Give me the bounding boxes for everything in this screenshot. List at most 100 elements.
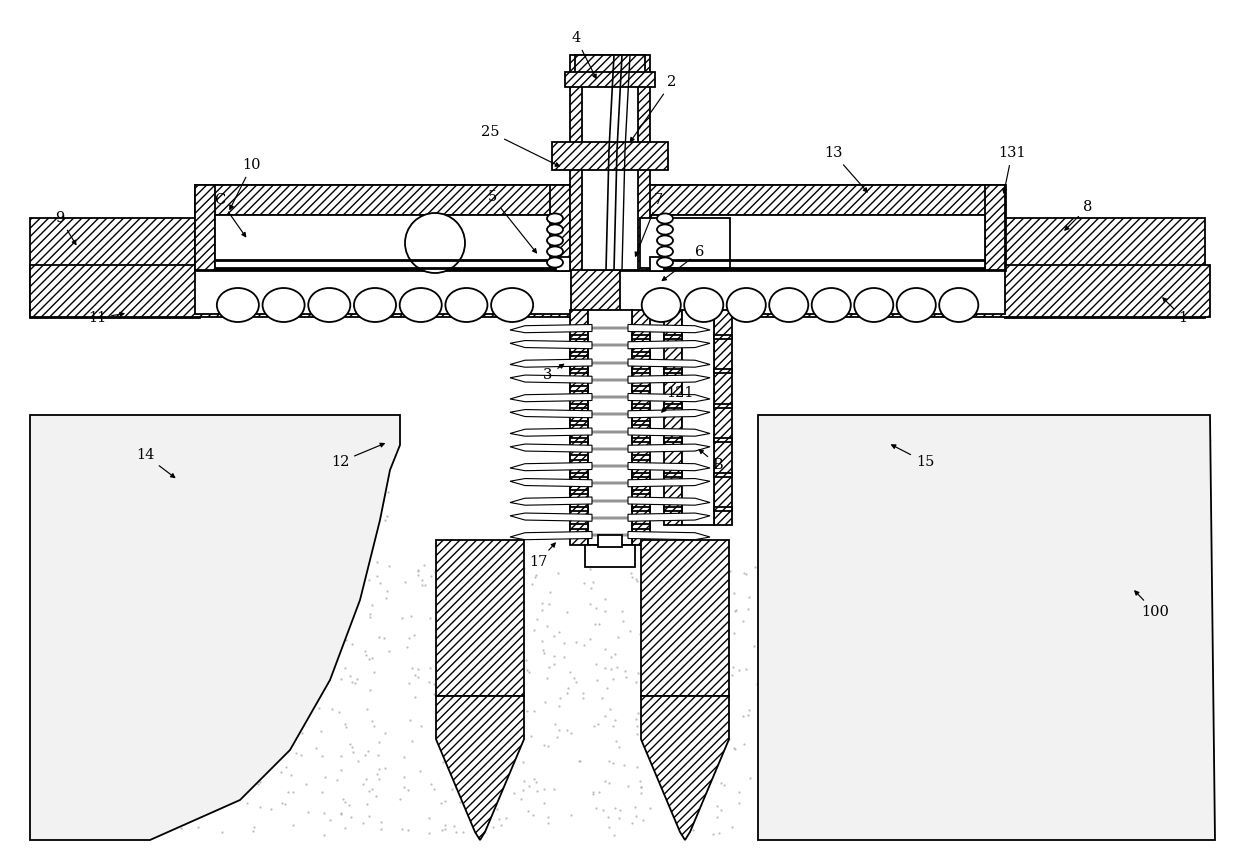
Ellipse shape <box>657 213 673 224</box>
Text: B: B <box>699 450 724 472</box>
Bar <box>664 334 681 339</box>
Bar <box>436 540 524 696</box>
Polygon shape <box>510 375 592 383</box>
Polygon shape <box>628 410 710 417</box>
Polygon shape <box>628 478 710 487</box>
Polygon shape <box>510 497 592 505</box>
Ellipse shape <box>727 288 766 322</box>
Circle shape <box>405 213 465 273</box>
Text: 121: 121 <box>662 386 694 412</box>
Ellipse shape <box>897 288 935 322</box>
Bar <box>582 55 638 270</box>
Text: C: C <box>214 193 245 237</box>
Bar <box>195 185 570 215</box>
Bar <box>714 310 732 525</box>
Ellipse shape <box>939 288 979 322</box>
Polygon shape <box>510 340 592 349</box>
Bar <box>664 507 681 512</box>
Text: 25: 25 <box>481 125 559 166</box>
Bar <box>570 507 589 512</box>
Ellipse shape <box>854 288 893 322</box>
Text: 3: 3 <box>544 364 564 382</box>
Bar <box>30 265 1211 317</box>
Bar <box>620 185 1005 215</box>
Ellipse shape <box>657 257 673 267</box>
Bar <box>641 218 730 268</box>
Bar <box>570 334 589 339</box>
Text: 14: 14 <box>136 448 175 477</box>
Text: 10: 10 <box>229 158 261 209</box>
Bar <box>195 185 216 270</box>
Text: 9: 9 <box>56 211 76 244</box>
Ellipse shape <box>546 257 563 267</box>
Ellipse shape <box>657 225 673 235</box>
Polygon shape <box>628 463 710 470</box>
Ellipse shape <box>546 236 563 246</box>
Bar <box>570 352 589 357</box>
Bar <box>589 379 632 381</box>
Bar <box>570 404 589 408</box>
Ellipse shape <box>684 288 724 322</box>
Text: 15: 15 <box>892 445 934 469</box>
Polygon shape <box>510 410 592 417</box>
Bar <box>632 524 650 529</box>
Bar <box>589 310 632 545</box>
Ellipse shape <box>657 247 673 256</box>
Ellipse shape <box>546 225 563 235</box>
Bar <box>556 257 570 271</box>
Bar <box>589 447 632 450</box>
Text: 2: 2 <box>631 75 676 141</box>
Polygon shape <box>628 428 710 436</box>
Bar <box>570 455 589 459</box>
Text: 6: 6 <box>663 245 705 280</box>
Ellipse shape <box>491 288 533 322</box>
Polygon shape <box>628 340 710 349</box>
Ellipse shape <box>400 288 442 322</box>
Bar <box>589 534 632 536</box>
Polygon shape <box>30 415 400 840</box>
Ellipse shape <box>642 288 680 322</box>
Bar <box>664 369 681 374</box>
Bar <box>565 72 655 87</box>
Polygon shape <box>510 478 592 487</box>
Bar <box>570 472 589 476</box>
Polygon shape <box>628 513 710 521</box>
Bar <box>570 524 589 529</box>
Text: 12: 12 <box>331 443 384 469</box>
Bar <box>620 185 1005 270</box>
Bar <box>632 369 650 374</box>
Bar <box>570 387 589 391</box>
Ellipse shape <box>445 288 487 322</box>
Ellipse shape <box>309 288 351 322</box>
Bar <box>553 142 668 170</box>
Ellipse shape <box>657 236 673 246</box>
Bar <box>570 490 589 494</box>
Bar <box>589 430 632 433</box>
Polygon shape <box>510 531 592 540</box>
Ellipse shape <box>812 288 851 322</box>
Text: 1: 1 <box>1163 298 1187 325</box>
Bar <box>714 507 732 512</box>
Bar <box>664 404 681 408</box>
Ellipse shape <box>769 288 808 322</box>
Polygon shape <box>510 393 592 402</box>
Bar <box>714 404 732 408</box>
Bar <box>570 421 589 425</box>
Bar <box>589 396 632 398</box>
Bar <box>632 310 650 545</box>
Bar <box>620 185 641 270</box>
Bar <box>714 369 732 374</box>
Bar <box>664 310 681 525</box>
Bar <box>714 472 732 476</box>
Polygon shape <box>510 428 592 436</box>
Ellipse shape <box>546 213 563 224</box>
Bar <box>632 352 650 357</box>
Bar <box>632 404 650 408</box>
Polygon shape <box>628 393 710 402</box>
Text: 8: 8 <box>1064 200 1093 230</box>
Bar <box>641 540 729 696</box>
Bar <box>632 455 650 459</box>
Bar <box>585 545 636 567</box>
Bar <box>589 465 632 467</box>
Bar <box>195 185 570 270</box>
